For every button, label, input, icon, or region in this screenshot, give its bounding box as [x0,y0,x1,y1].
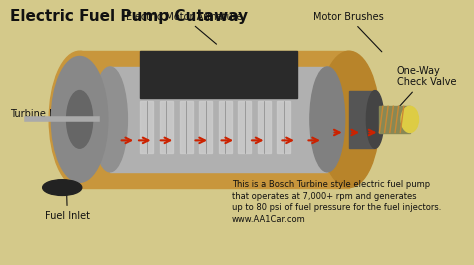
Bar [258,101,271,153]
Text: Electric Fuel Pump Cutaway: Electric Fuel Pump Cutaway [10,9,248,24]
Bar [219,101,232,153]
Ellipse shape [51,56,108,182]
Ellipse shape [66,91,92,148]
Ellipse shape [43,180,82,195]
Text: Turbine Impeller: Turbine Impeller [10,109,89,126]
Bar [80,51,349,188]
Bar [110,67,327,172]
Bar [140,101,154,153]
Bar [238,101,251,153]
Ellipse shape [401,106,419,132]
Ellipse shape [92,67,128,172]
Bar [379,106,410,132]
Text: This is a Bosch Turbine style electric fuel pump
that operates at 7,000+ rpm and: This is a Bosch Turbine style electric f… [232,180,441,224]
Text: One-Way
Check Valve: One-Way Check Valve [394,66,456,112]
Bar [140,51,297,98]
Text: Electric Motor Armature: Electric Motor Armature [126,12,242,44]
Ellipse shape [310,67,345,172]
Text: Fuel Inlet: Fuel Inlet [45,193,90,221]
Text: Motor Brushes: Motor Brushes [313,12,384,52]
Ellipse shape [49,51,110,188]
Bar [199,101,212,153]
Bar [180,101,192,153]
Bar [349,91,375,148]
Bar [160,101,173,153]
Ellipse shape [366,91,384,148]
Ellipse shape [319,51,379,188]
Bar [277,101,291,153]
